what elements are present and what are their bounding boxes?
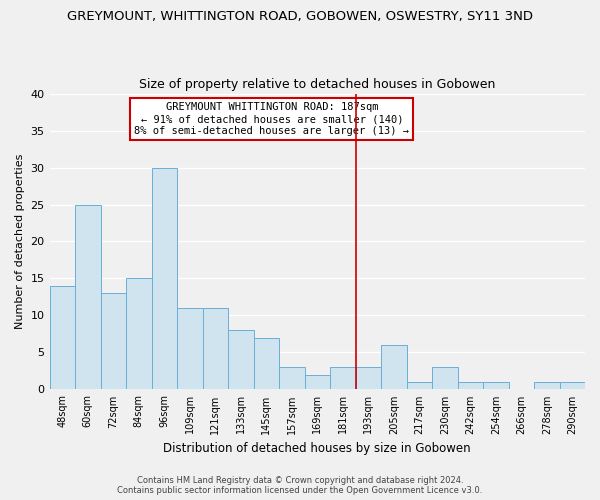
Bar — [177, 308, 203, 390]
Text: GREYMOUNT, WHITTINGTON ROAD, GOBOWEN, OSWESTRY, SY11 3ND: GREYMOUNT, WHITTINGTON ROAD, GOBOWEN, OS… — [67, 10, 533, 23]
Text: Contains HM Land Registry data © Crown copyright and database right 2024.
Contai: Contains HM Land Registry data © Crown c… — [118, 476, 482, 495]
Bar — [356, 367, 381, 390]
Bar — [203, 308, 228, 390]
Bar — [407, 382, 432, 390]
X-axis label: Distribution of detached houses by size in Gobowen: Distribution of detached houses by size … — [163, 442, 471, 455]
Bar — [305, 374, 330, 390]
Bar — [534, 382, 560, 390]
Bar — [458, 382, 483, 390]
Title: Size of property relative to detached houses in Gobowen: Size of property relative to detached ho… — [139, 78, 496, 91]
Bar — [228, 330, 254, 390]
Bar — [126, 278, 152, 390]
Bar — [381, 345, 407, 390]
Y-axis label: Number of detached properties: Number of detached properties — [15, 154, 25, 329]
Bar — [279, 367, 305, 390]
Bar — [101, 294, 126, 390]
Bar — [483, 382, 509, 390]
Bar — [330, 367, 356, 390]
Bar — [75, 204, 101, 390]
Bar — [432, 367, 458, 390]
Bar — [560, 382, 585, 390]
Bar — [152, 168, 177, 390]
Bar — [254, 338, 279, 390]
Text: GREYMOUNT WHITTINGTON ROAD: 187sqm
← 91% of detached houses are smaller (140)
8%: GREYMOUNT WHITTINGTON ROAD: 187sqm ← 91%… — [134, 102, 409, 136]
Bar — [50, 286, 75, 390]
